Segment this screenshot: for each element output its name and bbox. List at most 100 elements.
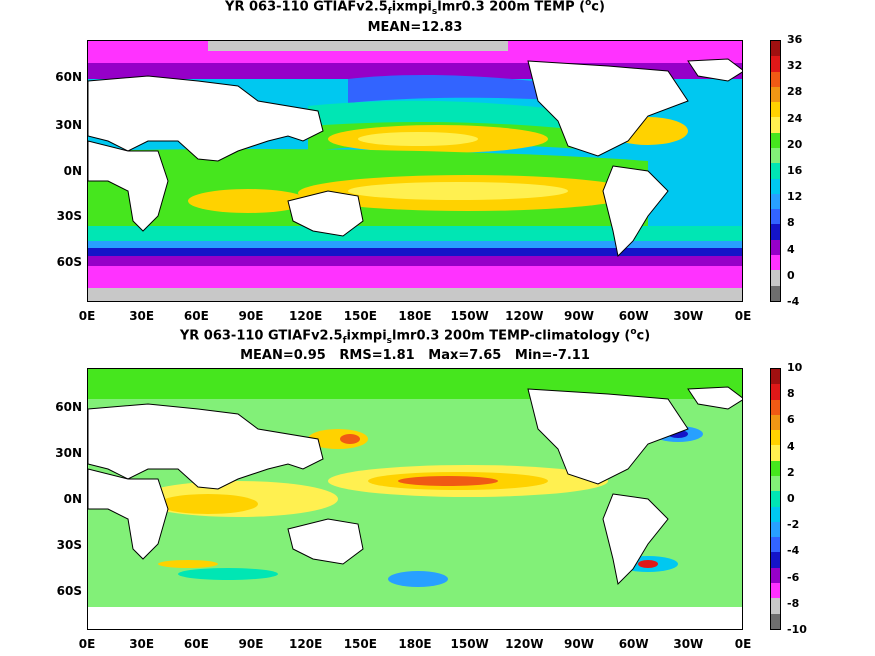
top-colorbar-swatch [771, 102, 780, 118]
bottom-colorbar-label: -4 [787, 544, 800, 558]
bottom-colorbar-swatch [771, 537, 780, 553]
bottom-lon-label: 30E [129, 637, 155, 651]
top-colorbar-swatch [771, 86, 780, 103]
bottom-lon-label: 120E [289, 637, 323, 651]
top-lon-label: 90W [564, 309, 594, 323]
bottom-colorbar-label: 10 [787, 361, 803, 374]
top-colorbar [770, 40, 781, 302]
top-colorbar-swatch [771, 56, 780, 72]
bottom-colorbar-swatch [771, 567, 780, 583]
bottom-lat-label-30n: 30N [55, 446, 82, 460]
africa-shape [88, 140, 169, 232]
greenland-shape [687, 58, 742, 82]
top-colorbar-swatch [771, 224, 780, 240]
bottom-lon-label: 150W [450, 637, 489, 651]
south-america-shape-2 [602, 493, 669, 586]
top-colorbar-label: 12 [787, 190, 803, 204]
bottom-map-panel [87, 368, 743, 630]
south-america-shape [602, 165, 669, 258]
top-colorbar-swatch [771, 71, 780, 87]
bottom-colorbar-label: 2 [787, 465, 795, 479]
bottom-anomaly-field [88, 369, 742, 629]
top-lon-label: 0E [78, 309, 96, 323]
top-colorbar-swatch [771, 132, 780, 148]
top-colorbar-swatch [771, 239, 780, 255]
top-title-sub: f [387, 6, 392, 17]
top-title-sup: o [585, 0, 592, 8]
bottom-lon-label: 30W [673, 637, 704, 651]
bottom-lon-label: 120W [505, 637, 544, 651]
top-colorbar-swatch [771, 163, 780, 179]
bottom-lon-label: 0E [78, 637, 96, 651]
bottom-colorbar-swatch [771, 369, 780, 385]
top-colorbar-swatch [771, 117, 780, 133]
bottom-lon-label: 90W [564, 637, 594, 651]
bottom-title-text-4: c) [636, 328, 651, 344]
top-lon-label: 60E [183, 309, 209, 323]
bottom-title-sub-2: s [386, 335, 393, 346]
bottom-lon-label: 90E [238, 637, 264, 651]
bottom-colorbar-label: -6 [787, 570, 800, 584]
top-lon-label: 150W [450, 309, 489, 323]
top-colorbar-swatch [771, 41, 780, 57]
top-title-text-4: c) [591, 0, 605, 15]
bottom-colorbar-label: 8 [787, 387, 795, 401]
top-colorbar-swatch [771, 147, 780, 164]
bottom-colorbar-label: -8 [787, 596, 800, 610]
bottom-colorbar-swatch [771, 506, 780, 522]
bottom-colorbar-swatch [771, 399, 780, 415]
bottom-title-text: YR 063-110 GTIAFv2.5 [179, 328, 343, 344]
top-colorbar-label: 8 [787, 216, 795, 230]
bottom-lat-label-60n: 60N [55, 400, 82, 414]
top-lat-label-60s: 60S [56, 255, 82, 269]
top-title-sub-2: s [431, 6, 438, 17]
top-lon-label: 90E [238, 309, 264, 323]
bottom-colorbar-swatch [771, 414, 780, 431]
top-colorbar-label: -4 [787, 295, 800, 308]
top-title-text-3: lmr0.3 200m TEMP ( [437, 0, 586, 15]
bottom-colorbar-swatch [771, 445, 780, 461]
bottom-lat-label-60s: 60S [56, 584, 82, 598]
top-colorbar-swatch [771, 285, 780, 301]
top-lon-label: 150E [343, 309, 377, 323]
bottom-colorbar-swatch [771, 460, 780, 476]
greenland-shape-2 [687, 386, 742, 410]
bottom-colorbar-label: -2 [787, 518, 800, 532]
bottom-map-title: YR 063-110 GTIAFv2.5fixmpislmr0.3 200m T… [0, 327, 830, 346]
top-lon-label: 30W [673, 309, 704, 323]
bottom-colorbar-label: 4 [787, 439, 795, 453]
top-colorbar-swatch [771, 254, 780, 271]
top-colorbar-label: 0 [787, 268, 795, 282]
australia-shape [287, 190, 364, 237]
top-lat-label-60n: 60N [55, 70, 82, 84]
bottom-colorbar-label: -10 [787, 623, 807, 636]
top-lat-label-30n: 30N [55, 118, 82, 132]
australia-shape-2 [287, 518, 364, 565]
bottom-colorbar-swatch [771, 552, 780, 568]
bottom-colorbar-swatch [771, 491, 780, 507]
top-title-text: YR 063-110 GTIAFv2.5 [225, 0, 388, 15]
top-lat-label-0n: 0N [63, 164, 82, 178]
top-colorbar-label: 4 [787, 242, 795, 256]
bottom-colorbar-swatch [771, 475, 780, 492]
top-colorbar-label: 32 [787, 59, 803, 73]
bottom-title-text-3: lmr0.3 200m TEMP-climatology ( [392, 328, 631, 344]
top-colorbar-label: 20 [787, 137, 803, 151]
top-map-panel [87, 40, 743, 302]
bottom-lon-label: 60E [183, 637, 209, 651]
bottom-colorbar-swatch [771, 521, 780, 538]
bottom-title-sub: f [342, 335, 347, 346]
bottom-title-text-2: ixmpi [346, 328, 387, 344]
bottom-title-sup: o [630, 327, 637, 337]
north-america-shape-2 [527, 388, 689, 485]
top-lon-label: 0E [734, 309, 752, 323]
bottom-lat-label-0n: 0N [63, 492, 82, 506]
bottom-lon-label: 0E [734, 637, 752, 651]
top-lon-label: 180E [398, 309, 432, 323]
bottom-lat-label-30s: 30S [56, 538, 82, 552]
top-colorbar-swatch [771, 178, 780, 194]
top-colorbar-swatch [771, 209, 780, 225]
top-lon-label: 120W [505, 309, 544, 323]
bottom-colorbar-label: 0 [787, 492, 795, 505]
top-lon-label: 30E [129, 309, 155, 323]
